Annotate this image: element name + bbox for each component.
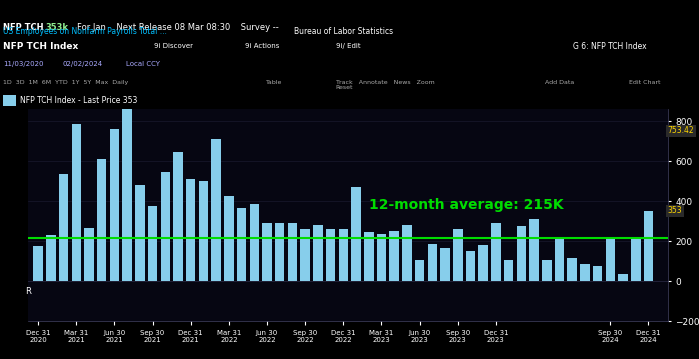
Bar: [250, 204, 259, 281]
Text: 9i Discover: 9i Discover: [154, 43, 193, 49]
Text: Edit Chart: Edit Chart: [629, 80, 661, 85]
Bar: [211, 139, 221, 281]
Text: Local CCY: Local CCY: [126, 61, 160, 67]
Text: NFP TCH Index: NFP TCH Index: [3, 42, 79, 51]
Bar: [389, 231, 399, 281]
Text: R: R: [25, 287, 31, 296]
Bar: [135, 185, 145, 281]
Text: 9i/ Edit: 9i/ Edit: [336, 43, 360, 49]
Bar: [428, 244, 437, 281]
Bar: [377, 234, 387, 281]
Bar: [352, 187, 361, 281]
Bar: [199, 181, 208, 281]
Bar: [593, 266, 603, 281]
Text: NFP TCH: NFP TCH: [3, 23, 44, 32]
Bar: [504, 260, 513, 281]
Bar: [402, 225, 412, 281]
Bar: [224, 196, 233, 281]
Bar: [97, 159, 106, 281]
Text: Table: Table: [266, 80, 282, 85]
Bar: [491, 223, 500, 281]
Bar: [338, 229, 348, 281]
Text: Bureau of Labor Statistics: Bureau of Labor Statistics: [294, 27, 393, 36]
Bar: [478, 245, 488, 281]
Bar: [84, 228, 94, 281]
Text: 353k: 353k: [45, 23, 69, 32]
Bar: [631, 239, 640, 281]
Bar: [440, 248, 449, 281]
Bar: [122, 71, 132, 281]
Text: 12-month average: 215K: 12-month average: 215K: [369, 199, 563, 213]
Bar: [147, 206, 157, 281]
Bar: [173, 152, 182, 281]
Bar: [71, 125, 81, 281]
Text: For Jan    Next Release 08 Mar 08:30    Survey --: For Jan Next Release 08 Mar 08:30 Survey…: [77, 23, 279, 32]
Bar: [275, 223, 284, 281]
Text: 02/02/2024: 02/02/2024: [63, 61, 103, 67]
Bar: [34, 246, 43, 281]
Bar: [568, 258, 577, 281]
Bar: [529, 219, 539, 281]
Bar: [186, 180, 196, 281]
Bar: [644, 211, 654, 281]
Text: US Employees on Nonfarm Payrolls Total ...: US Employees on Nonfarm Payrolls Total .…: [3, 27, 167, 36]
Bar: [110, 129, 120, 281]
Text: 9i Actions: 9i Actions: [245, 43, 279, 49]
Text: Track   Annotate   News   Zoom: Track Annotate News Zoom: [336, 80, 434, 85]
Bar: [262, 223, 272, 281]
Text: 11/03/2020: 11/03/2020: [3, 61, 44, 67]
Text: Add Data: Add Data: [545, 80, 575, 85]
Bar: [161, 172, 170, 281]
Bar: [46, 235, 56, 281]
Bar: [605, 237, 615, 281]
Bar: [364, 232, 373, 281]
Bar: [466, 251, 475, 281]
Bar: [542, 260, 552, 281]
Text: NFP TCH Index - Last Price 353: NFP TCH Index - Last Price 353: [20, 95, 137, 105]
Bar: [517, 227, 526, 281]
Bar: [619, 274, 628, 281]
Text: G 6: NFP TCH Index: G 6: NFP TCH Index: [573, 42, 647, 51]
Text: 753.42: 753.42: [668, 126, 694, 135]
Bar: [288, 223, 297, 281]
Bar: [580, 264, 590, 281]
Bar: [453, 229, 463, 281]
Text: 1D  3D  1M  6M  YTD  1Y  5Y  Max  Daily: 1D 3D 1M 6M YTD 1Y 5Y Max Daily: [3, 80, 129, 85]
Bar: [313, 225, 323, 281]
Bar: [237, 208, 246, 281]
Bar: [555, 238, 564, 281]
Bar: [3, 94, 16, 106]
Bar: [59, 174, 69, 281]
Text: 353: 353: [668, 206, 682, 215]
Bar: [415, 260, 424, 281]
Bar: [301, 229, 310, 281]
Bar: [326, 229, 336, 281]
Text: Reset: Reset: [336, 85, 353, 90]
